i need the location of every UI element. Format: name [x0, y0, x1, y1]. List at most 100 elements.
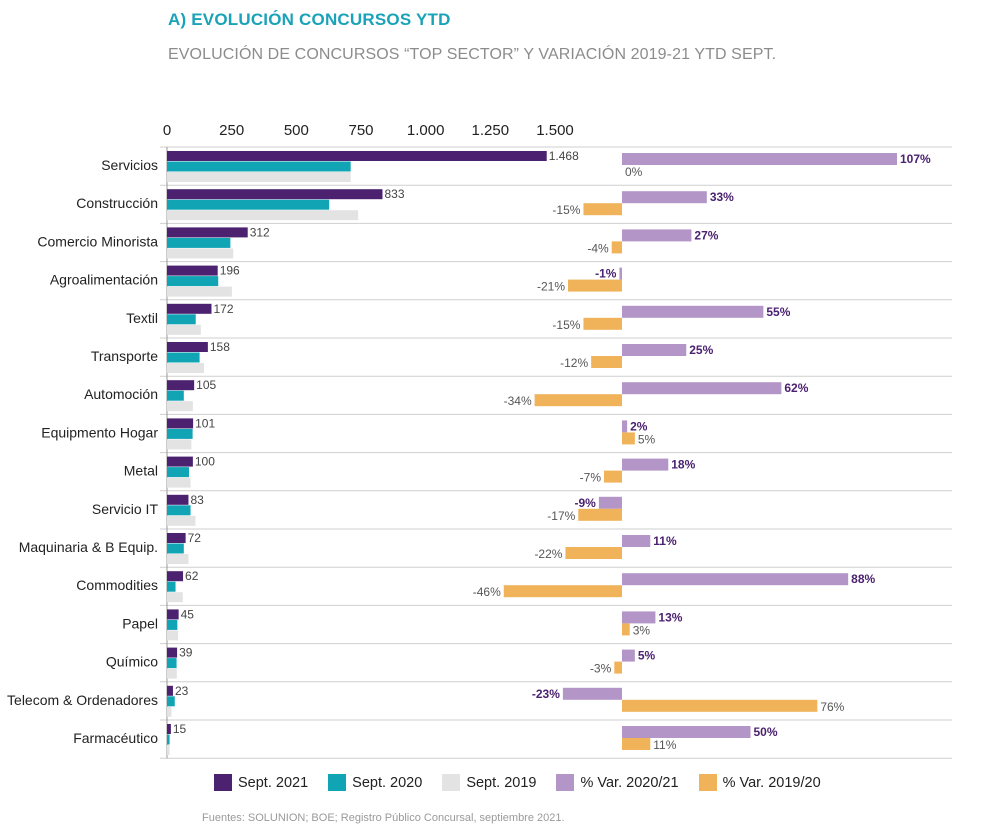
bar-sept2020 [167, 199, 330, 210]
bar-var-2020-21 [622, 458, 669, 471]
bar-value-label: 15 [173, 722, 187, 736]
var-2020-21-label: 5% [638, 649, 656, 663]
bar-sept2021 [167, 418, 194, 429]
var-2019-20-label: -21% [537, 280, 565, 294]
bar-sept2020 [167, 581, 176, 592]
bar-var-2019-20 [534, 394, 622, 407]
bar-var-2019-20 [568, 279, 622, 292]
bar-sept2019 [167, 668, 177, 679]
bar-var-2019-20 [583, 203, 622, 216]
bar-var-2019-20 [614, 661, 622, 674]
bar-sept2020 [167, 237, 231, 248]
x-tick-label: 750 [348, 122, 373, 139]
var-2020-21-label: 13% [658, 610, 682, 624]
bar-sept2021 [167, 494, 189, 505]
legend-item-sept2020: Sept. 2020 [328, 774, 422, 791]
bar-sept2020 [167, 658, 177, 669]
bar-sept2020 [167, 161, 351, 172]
bar-sept2021 [167, 303, 212, 314]
var-2020-21-label: 88% [851, 572, 875, 586]
bar-var-2019-20 [622, 738, 651, 750]
category-label: Químico [106, 654, 158, 670]
var-2019-20-label: -7% [580, 471, 602, 485]
bar-sept2021 [167, 380, 195, 391]
category-label: Commodities [76, 577, 158, 593]
bar-sept2021 [167, 609, 179, 620]
bar-sept2019 [167, 439, 192, 450]
category-label: Servicios [101, 157, 158, 173]
legend-item-sept2019: Sept. 2019 [442, 774, 536, 791]
var-2020-21-label: 33% [710, 190, 734, 204]
bar-sept2020 [167, 352, 200, 363]
bar-sept2021 [167, 724, 171, 734]
bar-var-2020-21 [622, 420, 628, 433]
bar-sept2021 [167, 571, 184, 582]
bar-value-label: 101 [195, 416, 215, 430]
x-tick-label: 0 [163, 122, 171, 139]
var-2019-20-label: -17% [547, 509, 575, 523]
var-2019-20-label: -22% [534, 547, 562, 561]
source-note: Fuentes: SOLUNION; BOE; Registro Público… [202, 812, 565, 824]
bar-sept2019 [167, 745, 170, 755]
legend-swatch-sept2021 [214, 774, 232, 791]
var-2019-20-label: -15% [552, 318, 580, 332]
var-2020-21-label: 55% [766, 305, 790, 319]
bar-sept2020 [167, 314, 196, 325]
x-tick-label: 1.500 [536, 122, 574, 139]
bar-var-2020-21 [622, 573, 849, 586]
legend-swatch-var2019 [698, 774, 717, 791]
var-2020-21-label: -1% [595, 267, 617, 281]
var-2019-20-label: 0% [625, 165, 643, 179]
bar-sept2019 [167, 592, 183, 603]
bar-value-label: 100 [195, 455, 215, 469]
bar-value-label: 83 [190, 493, 204, 507]
bar-value-label: 172 [213, 302, 233, 316]
chart-subtitle: EVOLUCIÓN DE CONCURSOS “TOP SECTOR” Y VA… [168, 46, 777, 63]
category-label: Metal [124, 463, 158, 479]
legend-label-var2021: % Var. 2020/21 [580, 774, 679, 791]
var-2019-20-label: -46% [473, 585, 501, 599]
var-2020-21-label: 2% [630, 419, 648, 433]
bar-var-2020-21 [622, 649, 635, 662]
bar-sept2020 [167, 428, 193, 439]
bar-sept2019 [167, 706, 172, 717]
bar-sept2020 [167, 619, 178, 630]
bar-sept2019 [167, 248, 234, 259]
bar-sept2019 [167, 363, 204, 373]
var-2020-21-label: -23% [532, 687, 560, 701]
bar-var-2020-21 [622, 535, 651, 547]
bar-sept2021 [167, 227, 248, 238]
bar-value-label: 62 [185, 569, 199, 583]
bar-var-2020-21 [622, 382, 782, 395]
bar-sept2020 [167, 505, 191, 516]
bar-value-label: 833 [384, 187, 404, 201]
bar-var-2020-21 [622, 726, 751, 738]
bar-sept2020 [167, 543, 184, 554]
legend-swatch-sept2019 [442, 774, 461, 791]
var-2020-21-label: 18% [671, 458, 695, 472]
var-2019-20-label: 11% [653, 738, 676, 752]
bar-var-2020-21 [622, 305, 764, 318]
bar-var-2019-20 [565, 547, 622, 559]
category-label: Textil [126, 310, 158, 326]
bar-var-2019-20 [591, 356, 622, 368]
bar-var-2020-21 [622, 229, 692, 242]
bar-value-label: 23 [175, 684, 189, 698]
x-tick-label: 250 [219, 122, 244, 139]
bar-sept2021 [167, 533, 186, 543]
var-2020-21-label: 11% [653, 534, 677, 548]
bar-value-label: 105 [196, 378, 216, 392]
legend-item-var2019: % Var. 2019/20 [698, 774, 821, 791]
category-label: Transporte [91, 348, 158, 364]
bar-sept2019 [167, 172, 351, 182]
bar-sept2021 [167, 456, 193, 467]
bar-sept2020 [167, 276, 219, 287]
bar-sept2021 [167, 342, 208, 352]
var-2019-20-label: -3% [590, 662, 612, 676]
bar-sept2021 [167, 647, 178, 658]
bar-var-2019-20 [622, 623, 630, 636]
bar-sept2020 [167, 467, 189, 478]
chart-title: A) EVOLUCIÓN CONCURSOS YTD [168, 10, 451, 29]
category-label: Farmacéutico [73, 730, 158, 746]
